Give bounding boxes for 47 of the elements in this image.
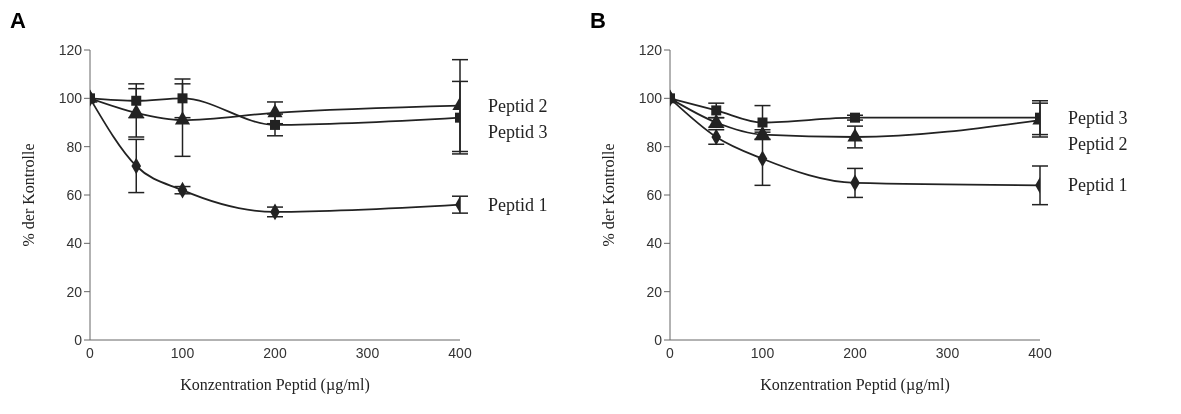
x-axis-title: Konzentration Peptid (µg/ml) xyxy=(760,376,950,394)
y-tick-label: 20 xyxy=(66,283,83,300)
point xyxy=(757,117,768,128)
series-label: Peptid 3 xyxy=(488,121,548,142)
y-tick-label: 100 xyxy=(638,90,663,107)
x-tick-label: 400 xyxy=(448,344,472,361)
x-tick-label: 0 xyxy=(666,344,675,361)
y-tick-label: 60 xyxy=(66,186,83,203)
point xyxy=(847,128,863,142)
series-label: Peptid 3 xyxy=(1068,107,1128,128)
y-tick-label: 60 xyxy=(646,186,663,203)
x-tick-label: 400 xyxy=(1028,344,1052,361)
y-tick-label: 20 xyxy=(646,283,663,300)
point xyxy=(754,125,771,139)
x-tick-label: 200 xyxy=(843,344,867,361)
chart-title: A xyxy=(10,8,26,34)
series-label: Peptid 1 xyxy=(488,194,548,215)
x-tick-label: 200 xyxy=(263,344,287,361)
y-tick-label: 0 xyxy=(654,331,663,348)
y-tick-label: 100 xyxy=(58,90,83,107)
y-tick-label: 40 xyxy=(646,235,663,252)
point xyxy=(128,104,144,118)
x-tick-label: 300 xyxy=(355,344,380,361)
y-tick-label: 120 xyxy=(638,41,663,58)
x-tick-label: 0 xyxy=(86,344,95,361)
y-tick-label: 40 xyxy=(66,235,83,252)
point xyxy=(267,104,283,118)
series-label: Peptid 2 xyxy=(488,95,548,116)
point xyxy=(177,93,188,104)
x-tick-label: 100 xyxy=(750,344,775,361)
y-axis-title: % der Kontrolle xyxy=(599,143,617,247)
y-tick-label: 120 xyxy=(58,41,83,58)
y-tick-label: 80 xyxy=(66,138,83,155)
y-tick-label: 80 xyxy=(646,138,663,155)
x-axis-title: Konzentration Peptid (µg/ml) xyxy=(180,376,370,394)
chart-title: B xyxy=(590,8,606,34)
point xyxy=(174,111,191,125)
series-label: Peptid 2 xyxy=(1068,133,1128,154)
series-label: Peptid 1 xyxy=(1068,175,1128,196)
point xyxy=(711,105,722,116)
point xyxy=(850,112,860,123)
point xyxy=(270,119,280,130)
x-tick-label: 300 xyxy=(935,344,960,361)
y-axis-title: % der Kontrolle xyxy=(19,143,37,247)
y-tick-label: 0 xyxy=(74,331,83,348)
point xyxy=(131,95,142,106)
x-tick-label: 100 xyxy=(170,344,195,361)
